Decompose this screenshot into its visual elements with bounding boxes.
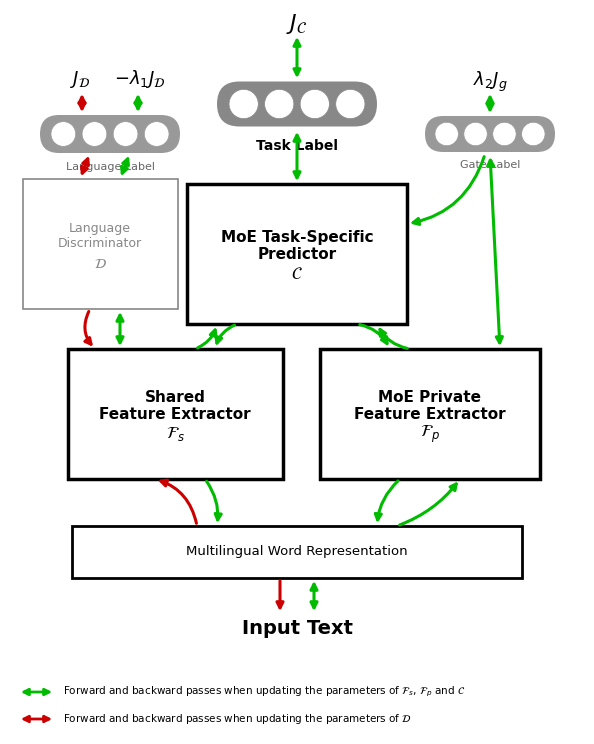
Circle shape <box>435 122 459 146</box>
Text: MoE Private
Feature Extractor: MoE Private Feature Extractor <box>354 390 506 422</box>
Text: Task Label: Task Label <box>256 139 338 153</box>
Text: Multilingual Word Representation: Multilingual Word Representation <box>186 545 408 559</box>
Text: Forward and backward passes when updating the parameters of $\mathcal{F}_s$, $\m: Forward and backward passes when updatin… <box>63 684 465 699</box>
Circle shape <box>464 122 487 146</box>
Circle shape <box>264 89 294 118</box>
Circle shape <box>82 122 107 147</box>
FancyBboxPatch shape <box>320 349 540 479</box>
Circle shape <box>522 122 545 146</box>
Text: Shared
Feature Extractor: Shared Feature Extractor <box>99 390 251 422</box>
Text: $\mathcal{D}$: $\mathcal{D}$ <box>93 257 106 271</box>
Text: $J_{\mathcal{C}}$: $J_{\mathcal{C}}$ <box>286 12 308 36</box>
FancyBboxPatch shape <box>217 82 377 126</box>
Circle shape <box>144 122 169 147</box>
Text: $\mathcal{C}$: $\mathcal{C}$ <box>291 265 303 283</box>
FancyBboxPatch shape <box>40 115 180 153</box>
Text: $\lambda_2 J_g$: $\lambda_2 J_g$ <box>473 70 507 94</box>
Circle shape <box>493 122 516 146</box>
FancyBboxPatch shape <box>23 179 178 309</box>
FancyBboxPatch shape <box>72 526 522 578</box>
FancyBboxPatch shape <box>187 184 407 324</box>
FancyBboxPatch shape <box>425 116 555 152</box>
Text: Language Label: Language Label <box>65 162 154 172</box>
Text: $-\lambda_1 J_{\mathcal{D}}$: $-\lambda_1 J_{\mathcal{D}}$ <box>114 68 166 90</box>
Circle shape <box>113 122 138 147</box>
Text: MoE Task-Specific
Predictor: MoE Task-Specific Predictor <box>221 230 373 262</box>
Text: $\mathcal{F}_p$: $\mathcal{F}_p$ <box>420 423 440 445</box>
Circle shape <box>300 89 330 118</box>
Circle shape <box>51 122 75 147</box>
FancyBboxPatch shape <box>68 349 283 479</box>
Text: $\mathcal{F}_s$: $\mathcal{F}_s$ <box>166 425 184 443</box>
Text: Language
Discriminator: Language Discriminator <box>58 222 142 250</box>
Circle shape <box>229 89 258 118</box>
Text: Forward and backward passes when updating the parameters of $\mathcal{D}$: Forward and backward passes when updatin… <box>63 712 412 726</box>
Circle shape <box>336 89 365 118</box>
Text: Input Text: Input Text <box>242 620 352 638</box>
Text: $J_{\mathcal{D}}$: $J_{\mathcal{D}}$ <box>70 68 90 89</box>
Text: Gate Label: Gate Label <box>460 160 520 170</box>
